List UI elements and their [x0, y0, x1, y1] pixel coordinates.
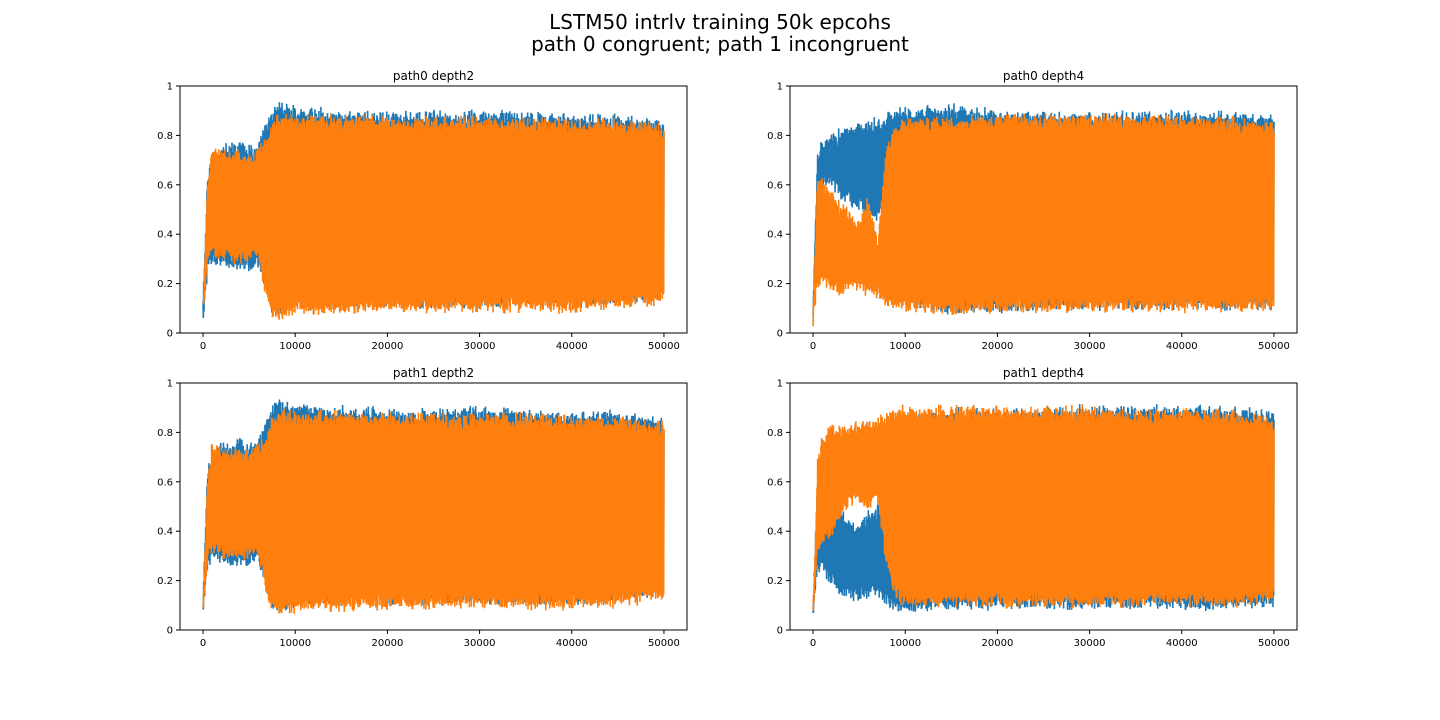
x-tick-label: 10000 — [889, 341, 921, 352]
x-tick-label: 20000 — [982, 638, 1014, 649]
x-tick-label: 10000 — [279, 638, 311, 649]
x-tick-label: 30000 — [1074, 638, 1106, 649]
x-tick-label: 0 — [810, 638, 816, 649]
subplot-title: path1 depth2 — [393, 366, 474, 380]
axes-frame — [179, 85, 688, 334]
x-tick-label: 20000 — [982, 341, 1014, 352]
y-tick-label: 0.8 — [157, 131, 173, 142]
y-tick-label: 0.2 — [767, 279, 783, 290]
plot-area — [812, 103, 1275, 327]
y-tick-label: 0.8 — [157, 428, 173, 439]
y-tick-label: 1 — [167, 379, 173, 390]
x-tick-label: 0 — [200, 341, 206, 352]
subplot-3: 0 10000 20000 30000 40000 50000 0 0.2 0.4 0.6 0.8 1… — [157, 366, 688, 649]
y-tick-label: 1 — [777, 82, 783, 93]
axes-frame — [789, 382, 1298, 631]
subplots-group: 0 10000 20000 30000 40000 5000000.20.40.60.81… — [157, 69, 1298, 649]
y-tick-label: 0 — [167, 329, 173, 340]
x-tick-label: 40000 — [556, 638, 588, 649]
x-tick-label: 40000 — [1166, 638, 1198, 649]
y-tick-label: 0.4 — [767, 230, 783, 241]
x-tick-label: 30000 — [464, 638, 496, 649]
x-tick-label: 30000 — [464, 341, 496, 352]
y-tick-label: 0.8 — [767, 428, 783, 439]
x-tick-label: 40000 — [556, 341, 588, 352]
x-tick-label: 10000 — [279, 341, 311, 352]
subplot-2: 0 10000 20000 30000 40000 50000 0 0.2 0.4 0.6 0.8 1… — [767, 69, 1298, 352]
series-line-2 — [812, 113, 1275, 327]
y-tick-label: 0.4 — [157, 527, 173, 538]
y-tick-label: 1 — [777, 379, 783, 390]
x-tick-label: 50000 — [1258, 341, 1290, 352]
x-tick-label: 10000 — [889, 638, 921, 649]
series-line-2 — [812, 404, 1275, 611]
axes-frame — [789, 85, 1298, 334]
y-tick-label: 0.2 — [157, 576, 173, 587]
y-tick-label: 1 — [167, 82, 173, 93]
y-tick-label: 0.6 — [767, 180, 783, 191]
subplot-title: path0 depth2 — [393, 69, 474, 83]
x-tick-label: 50000 — [648, 638, 680, 649]
x-tick-label: 0 — [200, 638, 206, 649]
y-tick-label: 0.2 — [157, 279, 173, 290]
plot-area — [202, 102, 665, 320]
y-tick-label: 0 — [777, 626, 783, 637]
subplot-1: 0 10000 20000 30000 40000 50000 0 0.2 0.4 0.6 0.8 1… — [157, 69, 688, 352]
x-tick-label: 30000 — [1074, 341, 1106, 352]
axes-frame — [179, 382, 688, 631]
y-tick-label: 0.8 — [767, 131, 783, 142]
series-line-2 — [202, 408, 665, 614]
y-tick-label: 0.6 — [157, 180, 173, 191]
y-tick-label: 0 — [777, 329, 783, 340]
plot-area — [812, 404, 1275, 614]
y-tick-label: 0.4 — [157, 230, 173, 241]
figure-suptitle-line1: LSTM50 intrlv training 50k epcohs — [549, 10, 891, 34]
x-tick-label: 50000 — [648, 341, 680, 352]
x-tick-label: 20000 — [372, 638, 404, 649]
series-line-2 — [202, 113, 665, 320]
subplot-title: path1 depth4 — [1003, 366, 1084, 380]
x-tick-label: 20000 — [372, 341, 404, 352]
y-tick-label: 0.2 — [767, 576, 783, 587]
x-tick-label: 50000 — [1258, 638, 1290, 649]
x-tick-label: 0 — [810, 341, 816, 352]
x-tick-label: 40000 — [1166, 341, 1198, 352]
subplot-4: 0 10000 20000 30000 40000 50000 0 0.2 0.4 0.6 0.8 1… — [767, 366, 1298, 649]
y-tick-label: 0.6 — [767, 477, 783, 488]
y-tick-label: 0 — [167, 626, 173, 637]
y-tick-label: 0.6 — [157, 477, 173, 488]
y-tick-label: 0.4 — [767, 527, 783, 538]
subplot-title: path0 depth4 — [1003, 69, 1084, 83]
figure-suptitle-line2: path 0 congruent; path 1 incongruent — [531, 32, 909, 56]
plot-area — [202, 399, 665, 614]
